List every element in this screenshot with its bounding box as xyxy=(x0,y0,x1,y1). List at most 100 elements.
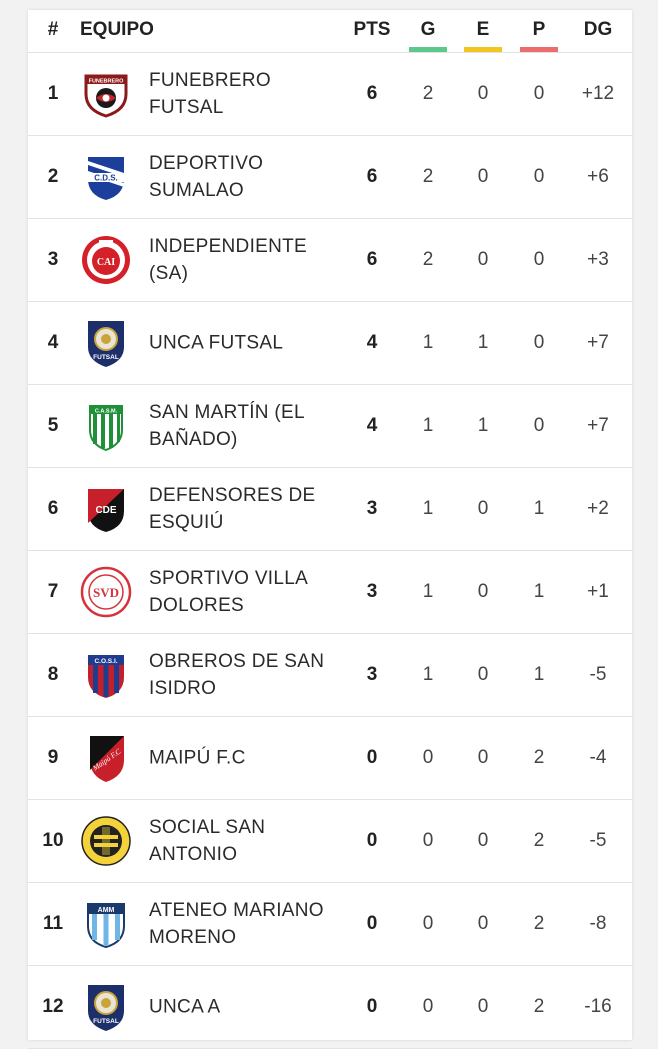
team-crest-icon: Maipú F.C xyxy=(80,732,132,784)
row-won: 1 xyxy=(422,498,434,519)
row-goal-difference: -4 xyxy=(589,747,607,768)
row-points: 3 xyxy=(366,498,378,519)
table-row[interactable]: 1 FUNEBRERO FUNEBRERO FUTSAL 6 2 0 0 +12 xyxy=(28,53,632,136)
team-name[interactable]: DEPORTIVO SUMALAO xyxy=(149,153,264,201)
table-row[interactable]: 4 FUTSAL UNCA FUTSAL 4 1 1 0 +7 xyxy=(28,302,632,385)
row-won: 1 xyxy=(422,415,434,436)
table-row[interactable]: 11 AMM ATENEO MARIANO MORENO 0 0 0 2 -8 xyxy=(28,883,632,966)
team-name[interactable]: DEFENSORES DE ESQUIÚ xyxy=(149,485,316,533)
row-lost: 2 xyxy=(533,830,545,851)
table-row[interactable]: 10 SOCIAL SAN ANTONIO 0 0 0 2 -5 xyxy=(28,800,632,883)
team-crest-icon xyxy=(80,815,132,867)
row-drawn: 0 xyxy=(477,664,489,685)
row-points: 6 xyxy=(366,166,378,187)
row-points: 3 xyxy=(366,664,378,685)
row-goal-difference: +1 xyxy=(587,581,609,602)
row-position: 8 xyxy=(47,664,59,685)
row-position: 6 xyxy=(47,498,59,519)
row-points: 6 xyxy=(366,249,378,270)
row-won: 2 xyxy=(422,83,434,104)
table-row[interactable]: 8 C.O.S.I. OBREROS DE SAN ISIDRO 3 1 0 1… xyxy=(28,634,632,717)
table-row[interactable]: 7 SVD SPORTIVO VILLA DOLORES 3 1 0 1 +1 xyxy=(28,551,632,634)
header-team: EQUIPO xyxy=(80,19,154,40)
row-points: 6 xyxy=(366,83,378,104)
team-name[interactable]: OBREROS DE SAN ISIDRO xyxy=(149,651,325,699)
row-won: 2 xyxy=(422,249,434,270)
row-points: 0 xyxy=(366,913,378,934)
team-crest-icon: SVD xyxy=(80,566,132,618)
row-position: 4 xyxy=(47,332,59,353)
team-name[interactable]: MAIPÚ F.C xyxy=(149,747,246,769)
row-won: 1 xyxy=(422,581,434,602)
header-goal-difference: DG xyxy=(583,19,613,40)
row-goal-difference: +7 xyxy=(587,332,609,353)
team-crest-icon: AMM xyxy=(80,898,132,950)
row-position: 12 xyxy=(42,996,64,1017)
svg-text:SVD: SVD xyxy=(93,585,119,600)
header-lost: P xyxy=(532,19,546,40)
team-crest-icon: FUTSAL xyxy=(80,981,132,1033)
table-row[interactable]: 3 CAI INDEPENDIENTE (SA) 6 2 0 0 +3 xyxy=(28,219,632,302)
row-goal-difference: +2 xyxy=(587,498,609,519)
svg-text:FUTSAL: FUTSAL xyxy=(93,1018,119,1025)
row-drawn: 1 xyxy=(477,332,489,353)
team-name[interactable]: UNCA FUTSAL xyxy=(149,332,284,354)
row-points: 0 xyxy=(366,747,378,768)
row-lost: 0 xyxy=(533,332,545,353)
header-position: # xyxy=(47,19,59,40)
team-name[interactable]: SAN MARTÍN (EL BAÑADO) xyxy=(149,402,305,450)
svg-text:CAI: CAI xyxy=(97,257,115,268)
row-lost: 1 xyxy=(533,498,545,519)
row-drawn: 0 xyxy=(477,498,489,519)
team-name[interactable]: SPORTIVO VILLA DOLORES xyxy=(149,568,308,616)
table-row[interactable]: 5 C.A.S.M. SAN MARTÍN (EL BAÑADO) 4 1 1 … xyxy=(28,385,632,468)
table-row[interactable]: 12 FUTSAL UNCA A 0 0 0 2 -16 xyxy=(28,966,632,1049)
team-name[interactable]: FUNEBRERO FUTSAL xyxy=(149,70,271,118)
team-name[interactable]: UNCA A xyxy=(149,996,221,1018)
team-crest-icon: CDE xyxy=(80,483,132,535)
row-goal-difference: -5 xyxy=(589,664,607,685)
row-position: 5 xyxy=(47,415,59,436)
svg-text:C.A.S.M.: C.A.S.M. xyxy=(95,409,118,415)
row-won: 1 xyxy=(422,664,434,685)
row-lost: 2 xyxy=(533,747,545,768)
svg-text:CDE: CDE xyxy=(95,505,116,516)
row-drawn: 0 xyxy=(477,830,489,851)
table-header: # EQUIPO PTS G E P DG xyxy=(28,10,632,53)
table-row[interactable]: 2 C.D.S. DEPORTIVO SUMALAO 6 2 0 0 +6 xyxy=(28,136,632,219)
row-won: 0 xyxy=(422,996,434,1017)
team-name[interactable]: INDEPENDIENTE (SA) xyxy=(149,236,308,284)
row-drawn: 0 xyxy=(477,996,489,1017)
lost-color-bar xyxy=(520,47,558,52)
won-color-bar xyxy=(409,47,447,52)
row-lost: 0 xyxy=(533,83,545,104)
row-lost: 0 xyxy=(533,249,545,270)
row-points: 3 xyxy=(366,581,378,602)
team-crest-icon: C.D.S. xyxy=(80,151,132,203)
row-lost: 0 xyxy=(533,415,545,436)
header-drawn: E xyxy=(476,19,490,40)
row-position: 3 xyxy=(47,249,59,270)
row-lost: 1 xyxy=(533,664,545,685)
row-goal-difference: +7 xyxy=(587,415,609,436)
svg-text:C.D.S.: C.D.S. xyxy=(94,174,118,183)
row-lost: 2 xyxy=(533,913,545,934)
team-crest-icon: FUNEBRERO xyxy=(80,68,132,120)
row-drawn: 1 xyxy=(477,415,489,436)
row-position: 7 xyxy=(47,581,59,602)
row-won: 1 xyxy=(422,332,434,353)
row-position: 11 xyxy=(42,913,64,934)
table-row[interactable]: 6 CDE DEFENSORES DE ESQUIÚ 3 1 0 1 +2 xyxy=(28,468,632,551)
team-name[interactable]: ATENEO MARIANO MORENO xyxy=(149,900,324,948)
row-goal-difference: -8 xyxy=(589,913,607,934)
header-points: PTS xyxy=(353,19,391,40)
row-goal-difference: +6 xyxy=(587,166,609,187)
svg-text:AMM: AMM xyxy=(98,907,115,914)
svg-text:C.O.S.I.: C.O.S.I. xyxy=(94,658,117,665)
table-row[interactable]: 9 Maipú F.C MAIPÚ F.C 0 0 0 2 -4 xyxy=(28,717,632,800)
row-position: 10 xyxy=(42,830,64,851)
svg-text:FUNEBRERO: FUNEBRERO xyxy=(89,79,125,85)
team-name[interactable]: SOCIAL SAN ANTONIO xyxy=(149,817,266,865)
row-points: 4 xyxy=(366,415,378,436)
header-won: G xyxy=(420,19,436,40)
